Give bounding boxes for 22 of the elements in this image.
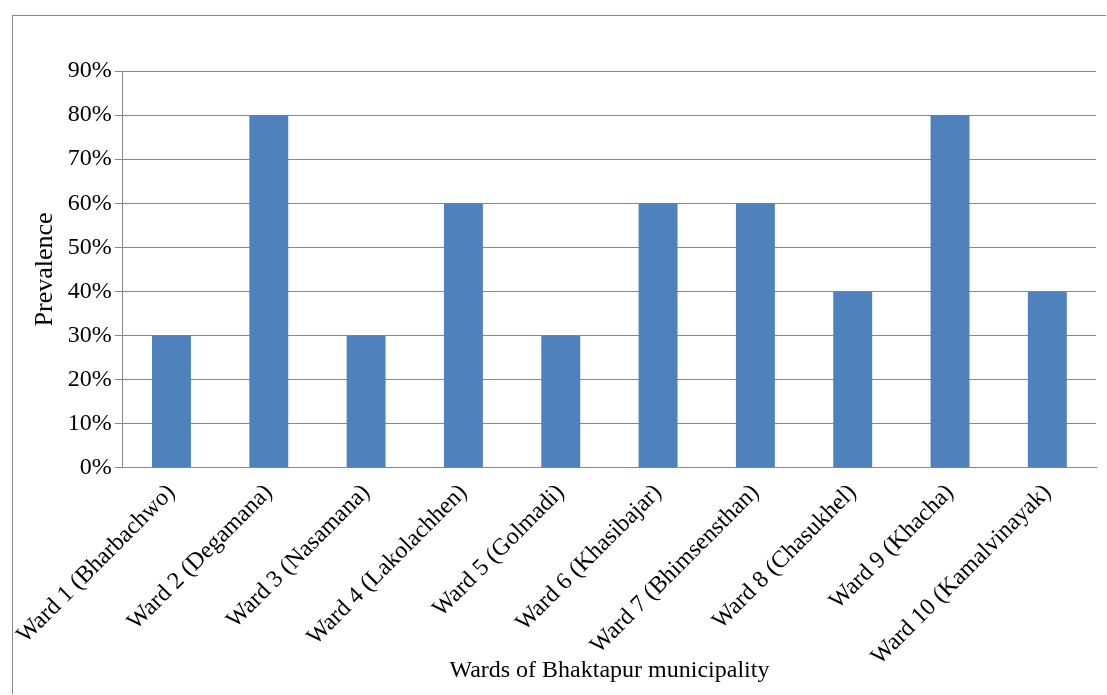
bar xyxy=(443,203,483,468)
y-tick-label: 70% xyxy=(67,144,112,171)
bar xyxy=(735,203,775,468)
bar xyxy=(346,335,386,468)
y-tick-label: 0% xyxy=(79,453,112,480)
y-tick-label: 20% xyxy=(67,364,112,391)
bar xyxy=(638,203,678,468)
bar xyxy=(541,335,581,468)
bar xyxy=(833,291,873,468)
bar xyxy=(930,115,970,468)
bar xyxy=(152,335,191,468)
x-axis-title: Wards of Bhaktapur municipality xyxy=(449,655,770,682)
y-tick-label: 30% xyxy=(67,320,112,347)
y-tick-label: 10% xyxy=(67,409,112,435)
y-axis-title: Prevalence xyxy=(29,212,59,327)
y-tick-label: 90% xyxy=(67,56,112,83)
y-tick-label: 60% xyxy=(67,188,112,215)
y-tick-label: 50% xyxy=(67,232,112,259)
y-tick-label: 80% xyxy=(67,100,112,127)
bar xyxy=(249,115,289,468)
bar xyxy=(1027,291,1067,468)
y-tick-label: 40% xyxy=(67,276,112,303)
